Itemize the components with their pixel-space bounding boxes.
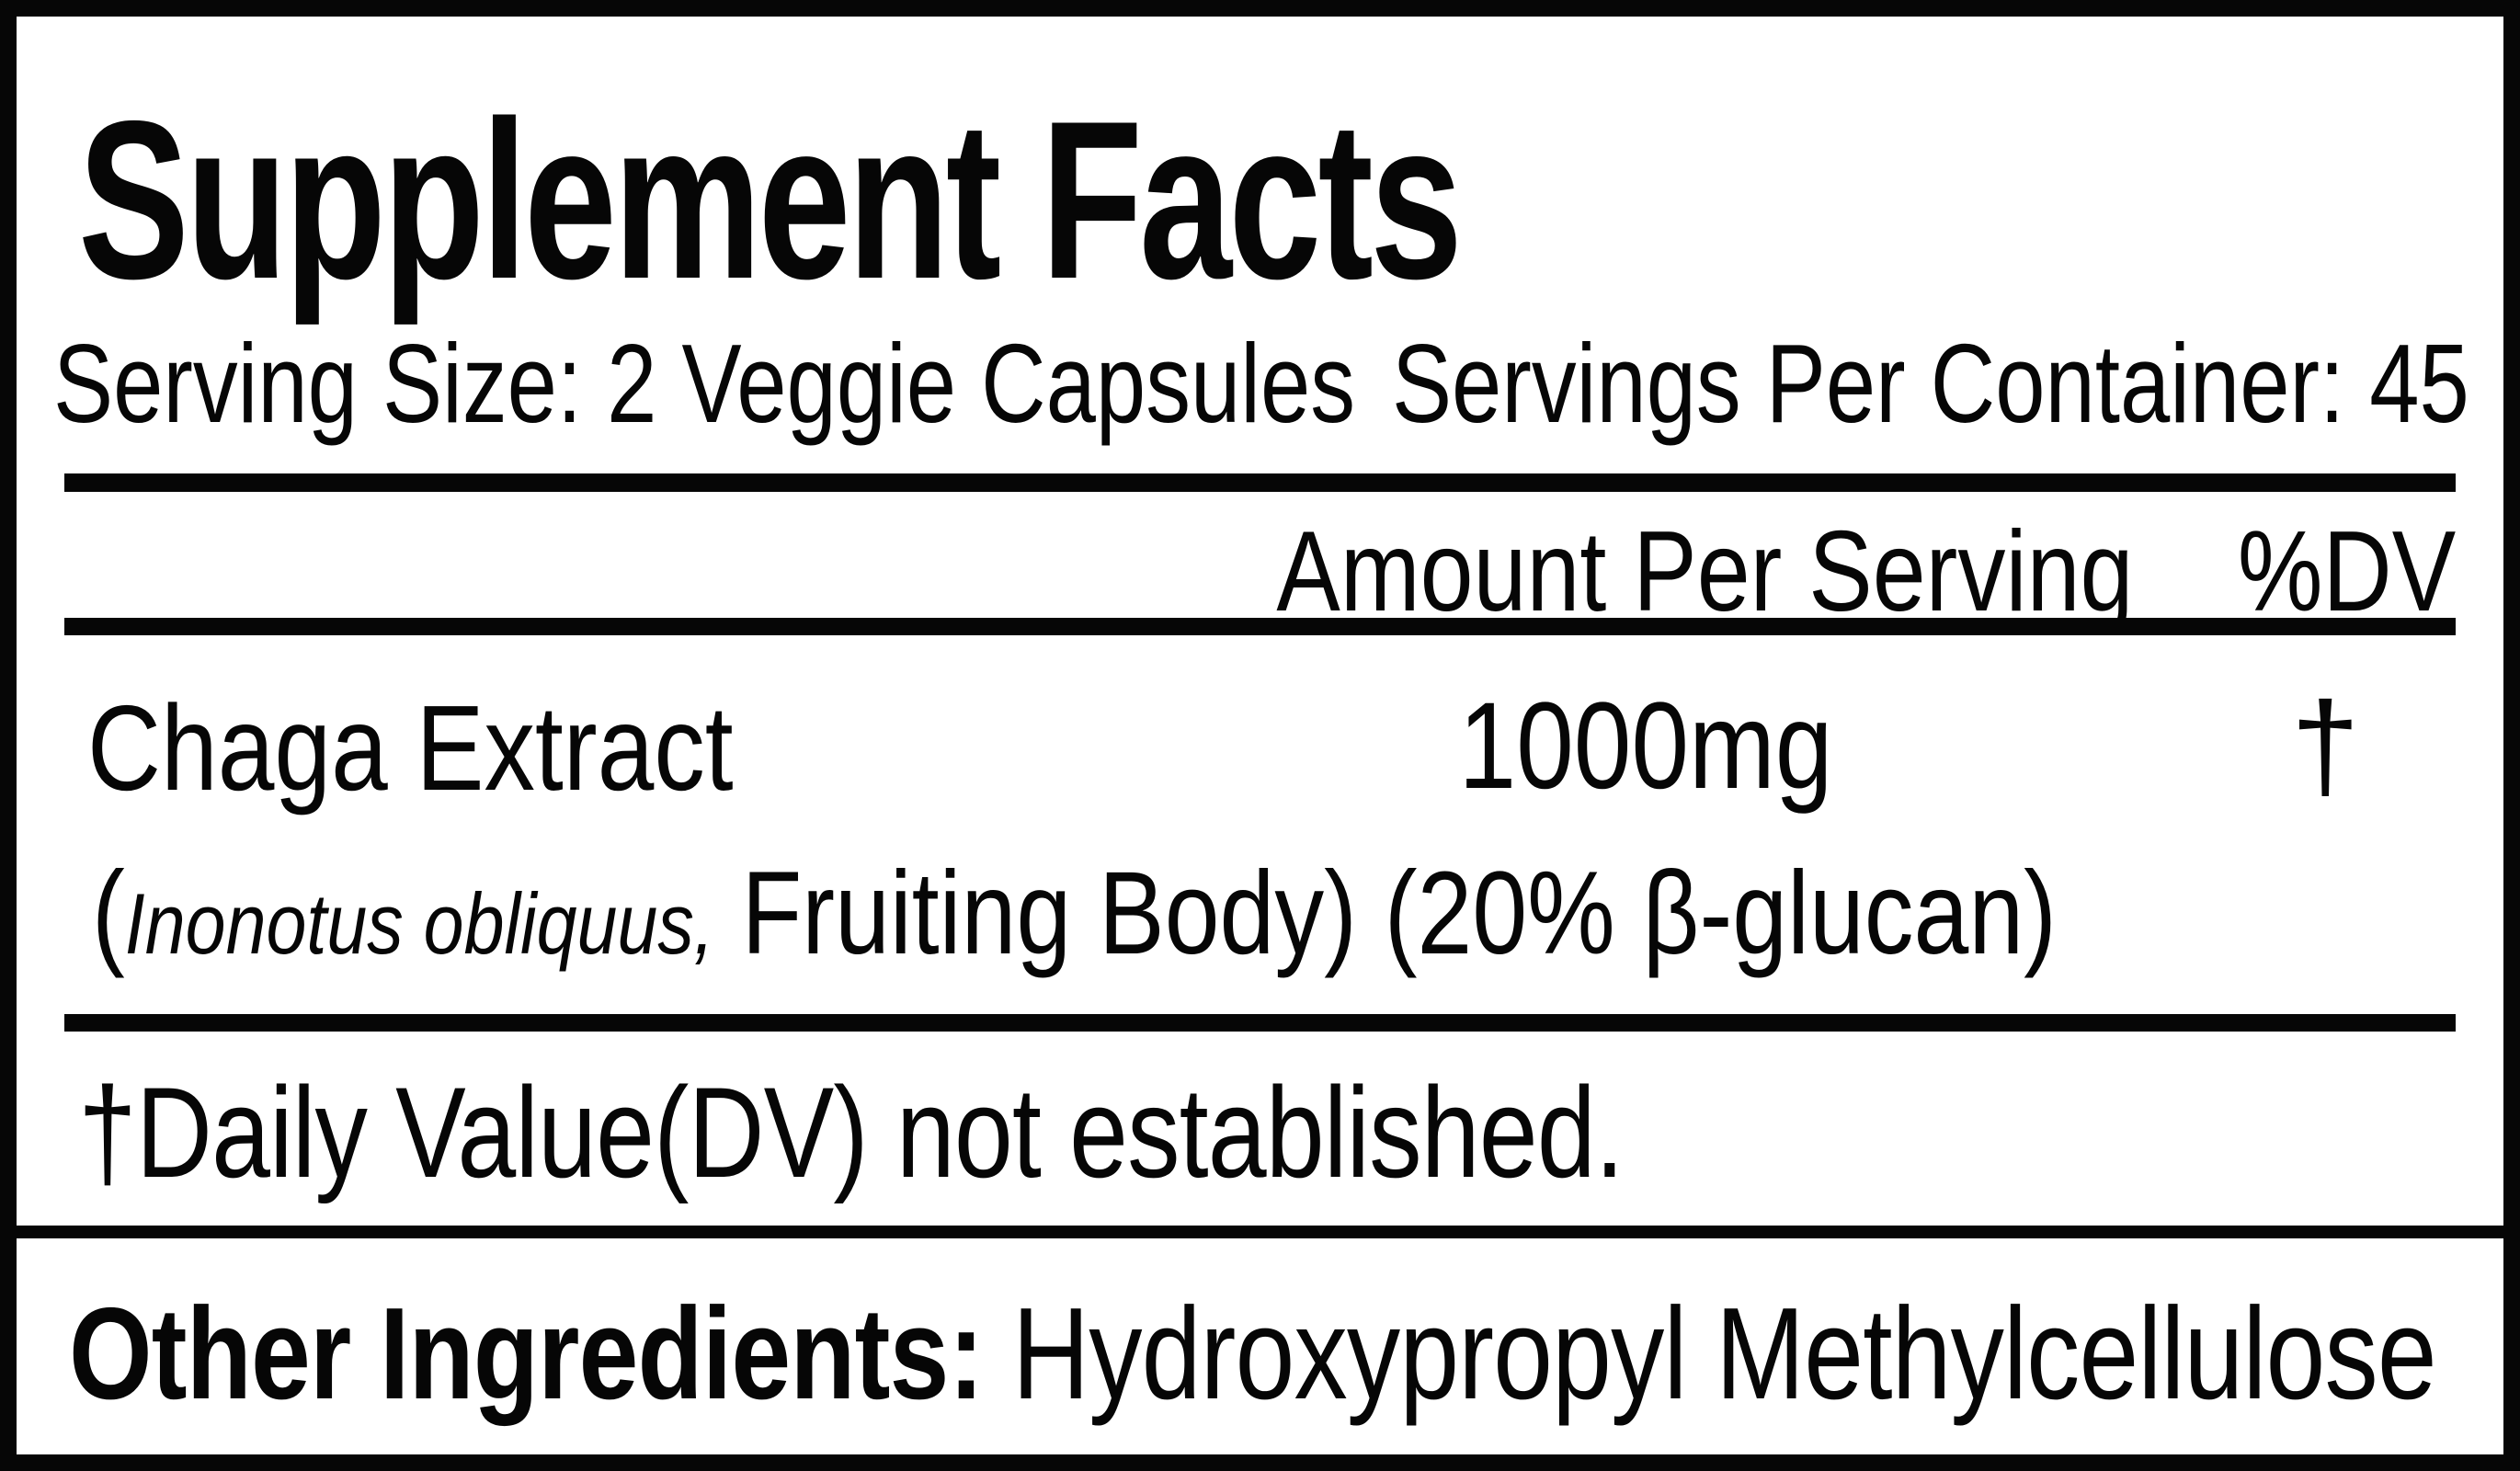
column-header-content: Amount Per Serving %DV	[1276, 515, 2456, 629]
ingredient-row: Chaga Extract	[87, 688, 856, 809]
other-ingredients-label: Other Ingredients:	[69, 1281, 1013, 1427]
ingredient-dv-dagger: †	[2291, 678, 2360, 815]
serving-size-text: Serving Size: 2 Veggie Capsules	[53, 321, 1356, 446]
servings-per-container: Servings Per Container: 45	[1123, 327, 2469, 439]
ingredient-amount: 1000mg	[1458, 678, 1833, 815]
other-ingredients-row: Other Ingredients: Hydroxypropyl Methylc…	[69, 1289, 2520, 1420]
rule-header-bottom	[64, 618, 2456, 635]
other-ingredients-content: Other Ingredients: Hydroxypropyl Methylc…	[69, 1289, 2437, 1420]
dv-footnote: †Daily Value(DV) not established.	[78, 1060, 1625, 1204]
footnote-wrap: †Daily Value(DV) not established.	[78, 1068, 1963, 1197]
ingredient-detail-line: (Inonotus obliquus, Fruiting Body) (20% …	[92, 855, 2431, 973]
column-percent-dv: %DV	[2237, 508, 2456, 635]
detail-rest: Fruiting Body) (20% β-glucan)	[713, 848, 2057, 979]
section-divider	[0, 1226, 2520, 1238]
column-amount-per-serving: Amount Per Serving	[1276, 508, 2134, 635]
rule-row-bottom	[64, 1014, 2456, 1032]
detail-open-paren: (	[92, 848, 125, 979]
servings-per-container-text: Servings Per Container: 45	[1392, 321, 2469, 446]
column-header-row: Amount Per Serving %DV	[1052, 515, 2456, 629]
panel-title-wrap: Supplement Facts	[78, 87, 1944, 313]
ingredient-amount-wrap: 1000mg	[1459, 685, 2091, 808]
rule-top	[64, 473, 2456, 492]
serving-size: Serving Size: 2 Veggie Capsules	[53, 327, 1681, 439]
ingredient-detail-content: (Inonotus obliquus, Fruiting Body) (20% …	[92, 855, 2057, 973]
other-ingredients-value: Hydroxypropyl Methylcellulose	[1012, 1281, 2437, 1427]
panel-title: Supplement Facts	[78, 74, 1463, 325]
detail-latin-name: Inonotus obliquus,	[124, 875, 714, 972]
ingredient-name: Chaga Extract	[87, 680, 734, 815]
